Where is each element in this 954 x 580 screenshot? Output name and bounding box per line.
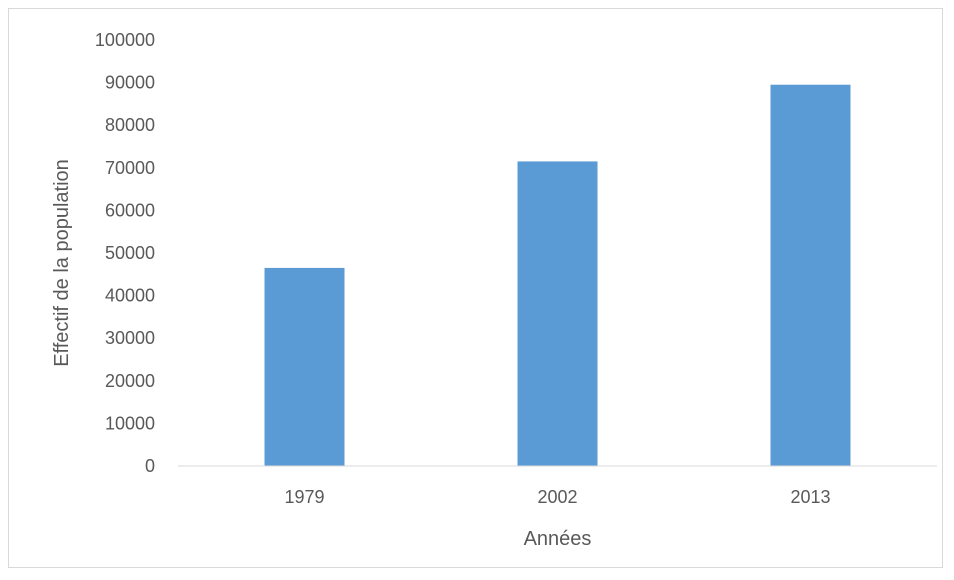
y-tick-label: 20000 xyxy=(105,371,155,391)
y-tick-label: 80000 xyxy=(105,115,155,135)
y-tick-label: 90000 xyxy=(105,73,155,93)
y-tick-label: 40000 xyxy=(105,286,155,306)
y-tick-label: 10000 xyxy=(105,413,155,433)
bar-2002 xyxy=(517,161,598,466)
bar-1979 xyxy=(264,267,345,466)
x-axis-ticks: 1979 2002 2013 xyxy=(284,487,830,507)
y-tick-label: 100000 xyxy=(95,30,155,50)
y-tick-label: 60000 xyxy=(105,200,155,220)
y-axis-title: Effectif de la population xyxy=(51,159,73,367)
bar-2013 xyxy=(770,84,851,466)
y-tick-label: 50000 xyxy=(105,243,155,263)
x-axis-title: Années xyxy=(524,528,592,550)
y-axis-ticks: 0 10000 20000 30000 40000 50000 60000 70000 8000… xyxy=(95,30,155,476)
x-tick-label: 1979 xyxy=(284,487,324,507)
x-tick-label: 2013 xyxy=(790,487,830,507)
bars xyxy=(264,84,851,466)
y-tick-label: 0 xyxy=(145,456,155,476)
y-tick-label: 70000 xyxy=(105,158,155,178)
y-tick-label: 30000 xyxy=(105,328,155,348)
x-tick-label: 2002 xyxy=(537,487,577,507)
